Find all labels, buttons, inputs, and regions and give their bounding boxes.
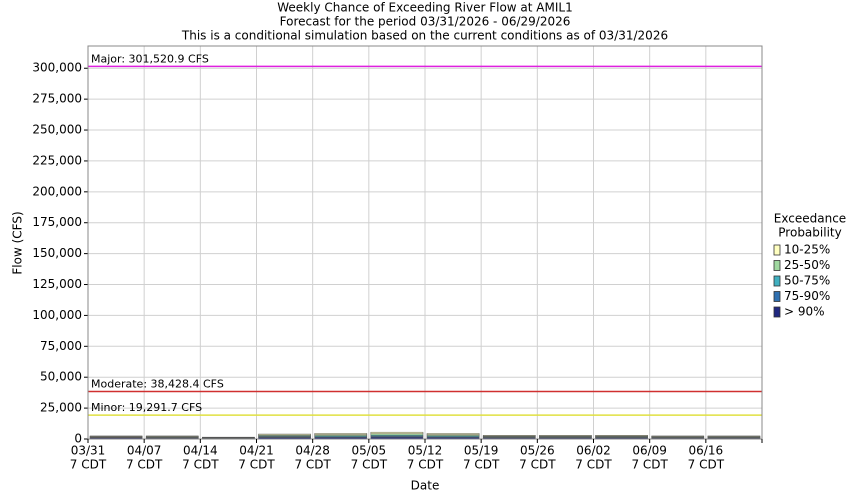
y-tick-label: 200,000 [32, 184, 82, 198]
bar-segment [370, 431, 424, 435]
reference-label: Major: 301,520.9 CFS [91, 52, 209, 65]
x-tick-label: 05/05 [352, 444, 387, 458]
bar-segment [539, 435, 592, 437]
bar-segment [426, 433, 480, 435]
y-tick-label: 75,000 [40, 339, 82, 353]
x-tick-label: 05/12 [408, 444, 443, 458]
legend-label: 75-90% [784, 289, 830, 303]
legend-title: Exceedance [774, 212, 846, 226]
legend-label: > 90% [784, 305, 825, 319]
y-axis-label: Flow (CFS) [11, 211, 25, 274]
x-tick-sublabel: 7 CDT [631, 458, 668, 472]
x-tick-sublabel: 7 CDT [407, 458, 444, 472]
legend-swatch [773, 260, 781, 271]
y-tick-label: 275,000 [32, 92, 82, 106]
bar-segment [89, 435, 143, 437]
x-tick-sublabel: 7 CDT [575, 458, 612, 472]
bar-segment [482, 435, 536, 437]
x-tick-label: 04/28 [295, 444, 330, 458]
legend-label: 10-25% [784, 243, 830, 257]
legend-swatch [773, 291, 781, 302]
reference-label: Moderate: 38,428.4 CFS [91, 378, 224, 391]
y-tick-label: 125,000 [32, 277, 82, 291]
legend-swatch [773, 244, 781, 256]
legend-label: 25-50% [784, 258, 830, 272]
x-tick-sublabel: 7 CDT [294, 458, 331, 472]
x-tick-sublabel: 7 CDT [182, 458, 219, 472]
bar-segment [651, 435, 705, 437]
x-tick-label: 04/07 [127, 444, 162, 458]
bar-segment [258, 433, 311, 436]
x-tick-label: 03/31 [71, 444, 106, 458]
bar-segment [314, 433, 368, 435]
x-axis-label: Date [411, 479, 440, 493]
bar-segment [707, 435, 761, 437]
chart-title: This is a conditional simulation based o… [181, 29, 668, 43]
y-tick-label: 0 [74, 432, 82, 446]
x-tick-sublabel: 7 CDT [238, 458, 275, 472]
y-tick-label: 150,000 [32, 246, 82, 260]
x-tick-label: 04/21 [239, 444, 274, 458]
legend-title: Probability [778, 226, 841, 240]
legend-label: 50-75% [784, 274, 830, 288]
x-tick-label: 06/09 [632, 444, 667, 458]
x-tick-label: 06/02 [576, 444, 611, 458]
x-tick-sublabel: 7 CDT [519, 458, 556, 472]
x-tick-label: 06/16 [689, 444, 724, 458]
x-tick-sublabel: 7 CDT [351, 458, 388, 472]
x-tick-sublabel: 7 CDT [70, 458, 107, 472]
y-tick-label: 100,000 [32, 308, 82, 322]
y-tick-label: 300,000 [32, 61, 82, 75]
y-tick-label: 175,000 [32, 215, 82, 229]
legend-swatch [773, 306, 781, 318]
chart-title: Forecast for the period 03/31/2026 - 06/… [280, 15, 571, 29]
x-tick-label: 05/26 [520, 444, 555, 458]
legend-swatch [773, 275, 781, 287]
y-tick-label: 250,000 [32, 123, 82, 137]
x-tick-sublabel: 7 CDT [688, 458, 725, 472]
y-tick-label: 25,000 [40, 401, 82, 415]
y-tick-label: 225,000 [32, 153, 82, 167]
x-tick-sublabel: 7 CDT [463, 458, 500, 472]
bar-segment [595, 435, 648, 437]
x-tick-label: 05/19 [464, 444, 499, 458]
bar-segment [145, 435, 199, 437]
y-tick-label: 50,000 [40, 370, 82, 384]
x-tick-sublabel: 7 CDT [126, 458, 163, 472]
chart-title: Weekly Chance of Exceeding River Flow at… [277, 1, 572, 15]
reference-label: Minor: 19,291.7 CFS [91, 401, 202, 414]
x-tick-label: 04/14 [183, 444, 218, 458]
